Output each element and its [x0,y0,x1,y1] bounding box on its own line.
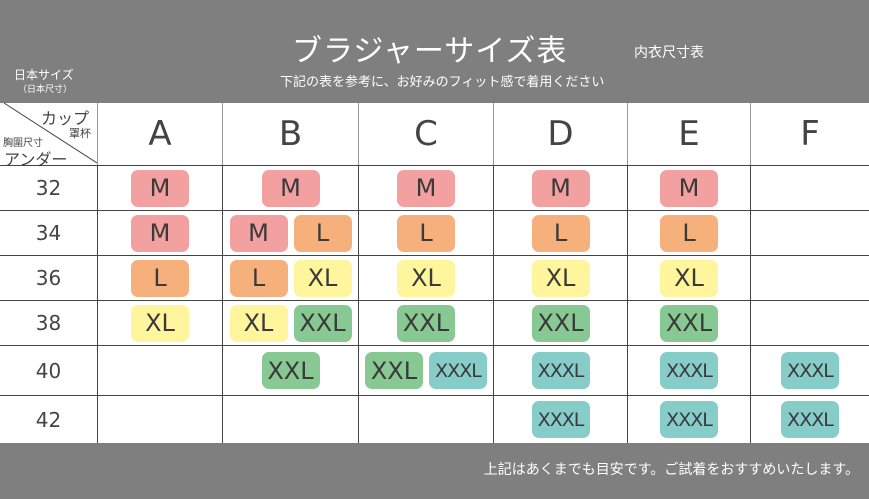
size-cell: XL [358,255,493,300]
size-cell: M [222,165,358,210]
corner-header: カップ 罩杯 胸圍尺寸 アンダー [0,103,97,169]
size-badge: L [229,259,288,297]
cup-header-E: E [627,103,750,165]
size-badge: M [531,169,590,207]
size-cell: M [493,165,627,210]
size-badge: XXXL [531,401,590,438]
size-badge: XXXL [660,401,718,438]
cup-header-D: D [493,103,627,165]
underbust-label: 40 [0,345,97,395]
size-cell: M [97,165,222,210]
cup-label: カップ [40,109,89,128]
size-badge: XL [229,304,288,342]
size-badge: XL [660,259,718,297]
size-badge: XXL [397,304,455,342]
header-note: 下記の表を参考に、お好みのフィット感で着用ください [280,75,605,90]
size-cell: L [358,210,493,255]
size-badge: XXL [261,352,320,389]
size-badge: M [131,169,189,207]
size-table: カップ 罩杯 胸圍尺寸 アンダー A B C D E F 32 M M M M M 34 M M L L L L 36… [0,103,869,443]
underbust-label: 42 [0,395,97,443]
footer-banner: 上記はあくまでも目安です。ご試着をおすすめいたします。 [0,443,869,499]
size-cell: M [358,165,493,210]
underbust-label: 32 [0,165,97,210]
size-cell: XXXL [750,395,869,443]
size-cell: M [97,210,222,255]
size-badge: M [229,214,288,252]
header-banner: ブラジャーサイズ表 内衣尺寸表 下記の表を参考に、お好みのフィット感で着用くださ… [0,0,869,103]
size-cell: XXXL [627,345,750,395]
underbust-label: 36 [0,255,97,300]
diagonal-divider [3,103,97,164]
cup-header-F: F [750,103,869,165]
size-badge: XXL [660,304,718,342]
size-badge: XL [293,259,352,297]
size-cell: XXL [493,300,627,345]
size-cell [750,300,869,345]
size-badge: XL [397,259,455,297]
page-title: ブラジャーサイズ表 [292,34,568,69]
size-badge: L [660,214,718,252]
cup-header-A: A [97,103,222,165]
size-cell: L [97,255,222,300]
size-badge: XXXL [531,352,590,389]
size-cell: XL XXL [222,300,358,345]
size-cell [97,395,222,443]
size-cell: M [627,165,750,210]
size-badge: XXL [531,304,590,342]
size-system-sublabel: （日本尺寸） [18,85,73,95]
size-cell [750,255,869,300]
size-badge: M [660,169,718,207]
size-cell [358,395,493,443]
size-cell [750,210,869,255]
size-badge: M [261,169,320,207]
size-cell: XXXL [493,395,627,443]
under-label-cn: 胸圍尺寸 [3,138,43,149]
size-cell: XL [97,300,222,345]
size-badge: XXL [365,352,423,389]
size-cell: XL [493,255,627,300]
footer-note: 上記はあくまでも目安です。ご試着をおすすめいたします。 [483,462,859,478]
cup-label-cn: 罩杯 [69,127,91,140]
size-cell: L [493,210,627,255]
size-badge: L [397,214,455,252]
size-cell [97,345,222,395]
size-cell [750,165,869,210]
cup-header-B: B [222,103,358,165]
size-cell: L XL [222,255,358,300]
page-subtitle: 内衣尺寸表 [634,45,704,61]
underbust-label: 38 [0,300,97,345]
size-cell: XXL [222,345,358,395]
size-badge: XXXL [429,352,487,389]
size-cell: XXL XXXL [358,345,493,395]
size-badge: XL [131,304,189,342]
size-badge: XXXL [781,401,839,438]
under-label: アンダー [4,150,68,169]
size-cell: XXXL [750,345,869,395]
size-badge: L [131,259,189,297]
underbust-label: 34 [0,210,97,255]
size-badge: XXXL [660,352,718,389]
size-cell [222,395,358,443]
size-cell: XXL [627,300,750,345]
cup-header-C: C [358,103,493,165]
size-badge: XXXL [781,352,839,389]
size-badge: M [397,169,455,207]
size-cell: XXXL [493,345,627,395]
size-badge: XL [531,259,590,297]
size-cell: XXXL [627,395,750,443]
size-cell: XXL [358,300,493,345]
size-badge: XXL [293,304,352,342]
size-badge: L [293,214,352,252]
size-badge: M [131,214,189,252]
size-system-label: 日本サイズ [14,68,74,82]
size-badge: L [531,214,590,252]
size-cell: XL [627,255,750,300]
size-cell: L [627,210,750,255]
